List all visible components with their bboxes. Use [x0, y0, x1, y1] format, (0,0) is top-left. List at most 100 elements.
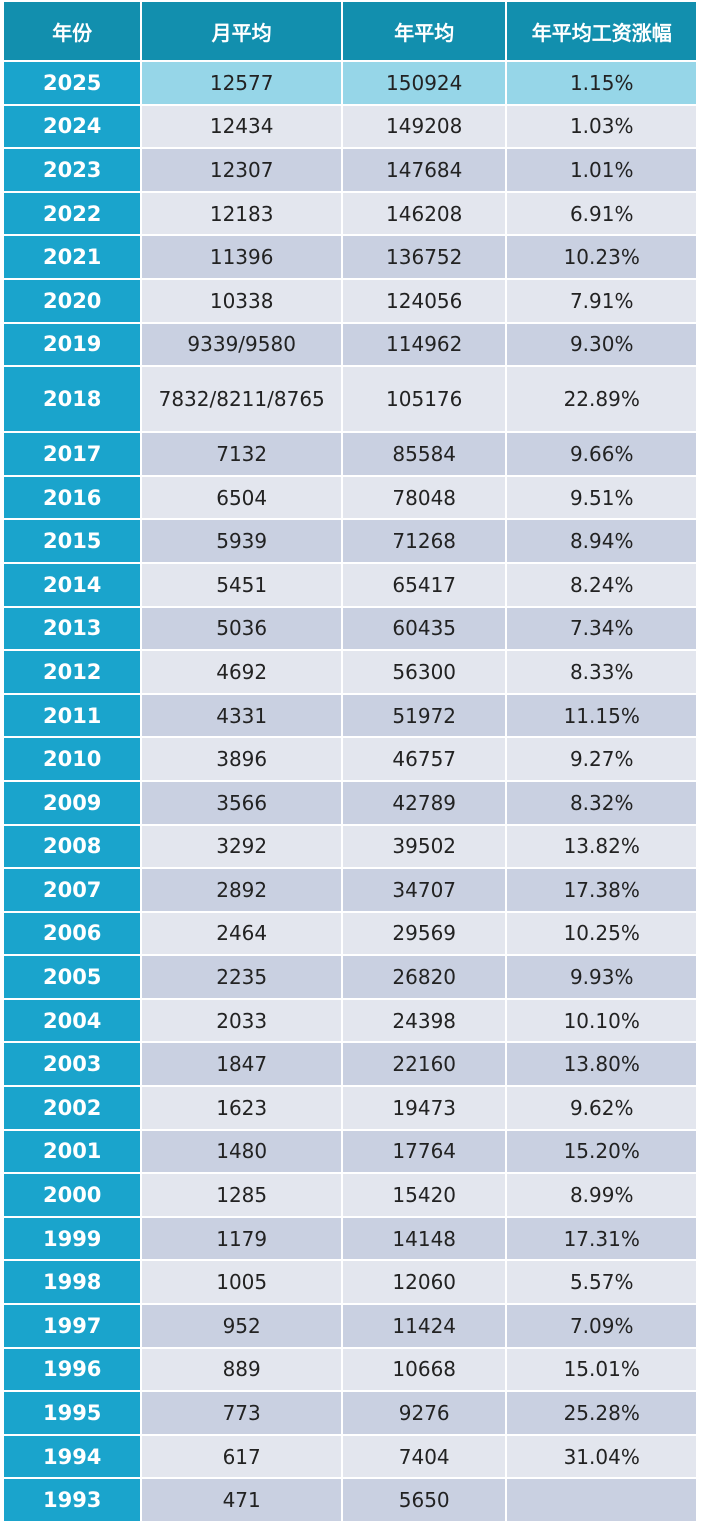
- table-row: 1993 471 5650: [4, 1479, 696, 1521]
- annual-average-cell: 85584: [342, 433, 506, 475]
- annual-average-cell: 42789: [342, 781, 506, 824]
- annual-average-cell: 24398: [342, 999, 506, 1042]
- monthly-average-cell: 7132: [142, 433, 341, 475]
- table-row: 2020 10338 124056 7.91%: [4, 279, 696, 322]
- annual-average-cell: 60435: [342, 607, 506, 650]
- monthly-average-cell: 3896: [142, 738, 341, 780]
- table-row: 2001 1480 17764 15.20%: [4, 1130, 696, 1173]
- year-cell: 2006: [4, 912, 141, 955]
- annual-average-cell: 39502: [342, 825, 506, 868]
- header-annual-growth: 年平均工资涨幅: [507, 2, 696, 60]
- monthly-average-cell: 2235: [142, 956, 341, 998]
- growth-rate-cell: 8.99%: [507, 1174, 696, 1216]
- monthly-average-cell: 10338: [142, 279, 341, 322]
- monthly-average-cell: 1480: [142, 1130, 341, 1173]
- year-cell: 1993: [4, 1479, 141, 1521]
- monthly-average-cell: 6504: [142, 476, 341, 519]
- table-row: 1996 889 10668 15.01%: [4, 1348, 696, 1391]
- year-cell: 2012: [4, 651, 141, 693]
- year-cell: 2008: [4, 825, 141, 868]
- table-row: 2005 2235 26820 9.93%: [4, 956, 696, 998]
- monthly-average-cell: 9339/9580: [142, 323, 341, 366]
- table-row: 2008 3292 39502 13.82%: [4, 825, 696, 868]
- annual-average-cell: 136752: [342, 236, 506, 278]
- table-row: 2006 2464 29569 10.25%: [4, 912, 696, 955]
- table-row: 2025 12577 150924 1.15%: [4, 62, 696, 104]
- table-row: 2003 1847 22160 13.80%: [4, 1043, 696, 1086]
- annual-average-cell: 22160: [342, 1043, 506, 1086]
- monthly-average-cell: 5036: [142, 607, 341, 650]
- table-row: 2004 2033 24398 10.10%: [4, 999, 696, 1042]
- monthly-average-cell: 3292: [142, 825, 341, 868]
- table-row: 1994 617 7404 31.04%: [4, 1435, 696, 1478]
- monthly-average-cell: 952: [142, 1305, 341, 1347]
- year-cell: 2005: [4, 956, 141, 998]
- growth-rate-cell: 9.51%: [507, 476, 696, 519]
- table-row: 2013 5036 60435 7.34%: [4, 607, 696, 650]
- monthly-average-cell: 2464: [142, 912, 341, 955]
- year-cell: 2002: [4, 1087, 141, 1129]
- header-row: 年份 月平均 年平均 年平均工资涨幅: [4, 2, 696, 60]
- growth-rate-cell: 7.91%: [507, 279, 696, 322]
- monthly-average-cell: 1285: [142, 1174, 341, 1216]
- growth-rate-cell: 25.28%: [507, 1392, 696, 1434]
- table-row: 2007 2892 34707 17.38%: [4, 869, 696, 911]
- average-wage-table: 年份 月平均 年平均 年平均工资涨幅 2025 12577 150924 1.15% 2…: [2, 0, 698, 1523]
- annual-average-cell: 29569: [342, 912, 506, 955]
- table-row: 2009 3566 42789 8.32%: [4, 781, 696, 824]
- growth-rate-cell: 7.09%: [507, 1305, 696, 1347]
- growth-rate-cell: [507, 1479, 696, 1521]
- monthly-average-cell: 3566: [142, 781, 341, 824]
- growth-rate-cell: 15.01%: [507, 1348, 696, 1391]
- monthly-average-cell: 1847: [142, 1043, 341, 1086]
- table-row: 2014 5451 65417 8.24%: [4, 563, 696, 606]
- annual-average-cell: 56300: [342, 651, 506, 693]
- monthly-average-cell: 2892: [142, 869, 341, 911]
- annual-average-cell: 12060: [342, 1261, 506, 1304]
- year-cell: 2025: [4, 62, 141, 104]
- monthly-average-cell: 5939: [142, 520, 341, 562]
- year-cell: 2021: [4, 236, 141, 278]
- growth-rate-cell: 31.04%: [507, 1435, 696, 1478]
- growth-rate-cell: 9.66%: [507, 433, 696, 475]
- growth-rate-cell: 22.89%: [507, 367, 696, 432]
- table-row: 2012 4692 56300 8.33%: [4, 651, 696, 693]
- growth-rate-cell: 1.01%: [507, 149, 696, 191]
- table-row: 2016 6504 78048 9.51%: [4, 476, 696, 519]
- year-cell: 2023: [4, 149, 141, 191]
- growth-rate-cell: 8.94%: [507, 520, 696, 562]
- monthly-average-cell: 471: [142, 1479, 341, 1521]
- growth-rate-cell: 13.80%: [507, 1043, 696, 1086]
- annual-average-cell: 65417: [342, 563, 506, 606]
- table-row: 2024 12434 149208 1.03%: [4, 105, 696, 148]
- year-cell: 2014: [4, 563, 141, 606]
- year-cell: 2009: [4, 781, 141, 824]
- year-cell: 2019: [4, 323, 141, 366]
- table-row: 1998 1005 12060 5.57%: [4, 1261, 696, 1304]
- growth-rate-cell: 1.03%: [507, 105, 696, 148]
- monthly-average-cell: 12434: [142, 105, 341, 148]
- growth-rate-cell: 8.24%: [507, 563, 696, 606]
- annual-average-cell: 46757: [342, 738, 506, 780]
- growth-rate-cell: 9.30%: [507, 323, 696, 366]
- annual-average-cell: 15420: [342, 1174, 506, 1216]
- table-row: 2021 11396 136752 10.23%: [4, 236, 696, 278]
- year-cell: 2003: [4, 1043, 141, 1086]
- table-row: 1995 773 9276 25.28%: [4, 1392, 696, 1434]
- annual-average-cell: 5650: [342, 1479, 506, 1521]
- monthly-average-cell: 12183: [142, 192, 341, 235]
- annual-average-cell: 114962: [342, 323, 506, 366]
- annual-average-cell: 71268: [342, 520, 506, 562]
- year-cell: 2024: [4, 105, 141, 148]
- annual-average-cell: 11424: [342, 1305, 506, 1347]
- year-cell: 2010: [4, 738, 141, 780]
- growth-rate-cell: 13.82%: [507, 825, 696, 868]
- monthly-average-cell: 5451: [142, 563, 341, 606]
- year-cell: 1995: [4, 1392, 141, 1434]
- table-body: 2025 12577 150924 1.15% 2024 12434 149208 1.03%…: [4, 62, 696, 1521]
- year-cell: 2007: [4, 869, 141, 911]
- monthly-average-cell: 889: [142, 1348, 341, 1391]
- year-cell: 2001: [4, 1130, 141, 1173]
- annual-average-cell: 51972: [342, 694, 506, 737]
- table-header: 年份 月平均 年平均 年平均工资涨幅: [4, 2, 696, 60]
